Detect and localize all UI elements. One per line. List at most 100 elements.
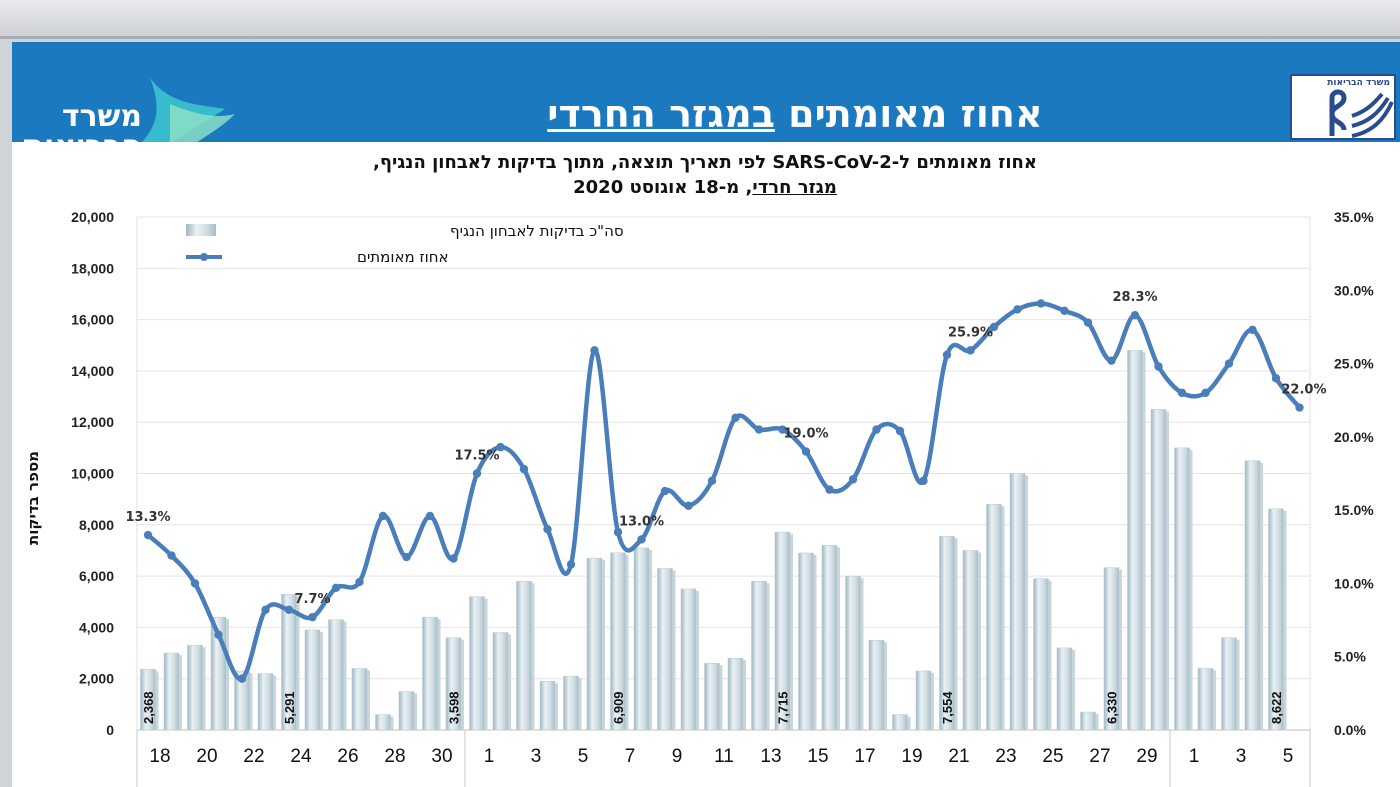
line-data-label: 19.0% (783, 427, 828, 442)
line-point (1013, 305, 1022, 314)
x-tick-label: 11 (714, 746, 734, 767)
y2-tick-label: 35.0% (1334, 209, 1374, 225)
line-point (1130, 311, 1140, 320)
bar-side (414, 693, 417, 730)
window-top-bar (0, 0, 1400, 39)
x-tick-label: 3 (531, 746, 542, 767)
line-point (472, 469, 482, 478)
bar (1009, 473, 1026, 731)
line-data-label: 22.0% (1281, 383, 1326, 398)
bar (704, 663, 720, 731)
x-tick-label: 19 (901, 746, 922, 767)
axes: 0 2,000 4,000 6,000 8,000 10,000 12,000 14,000 1… (71, 209, 1374, 787)
bar-side (954, 538, 958, 730)
logo-right-text: משרד הבריאות (1327, 78, 1390, 88)
chart-title-line1: אחוז מאומתים ל-SARS-CoV-2 לפי תאריך תוצא… (372, 152, 1037, 173)
y-axis-label: מספר בדיקות (24, 451, 42, 545)
line-data-label: 28.3% (1112, 290, 1157, 305)
y2-tick-label: 15.0% (1334, 502, 1374, 518)
line-point (825, 485, 834, 494)
bar (1080, 711, 1096, 731)
bar-side (884, 642, 887, 730)
bar-side (978, 552, 981, 730)
bar-side (766, 583, 770, 730)
x-tick-label: 5 (1283, 746, 1294, 767)
bar (187, 645, 203, 731)
page-title-part2: במגזר החרדי (547, 92, 775, 136)
x-tick-label: 13 (760, 746, 781, 767)
line-point (1224, 359, 1234, 368)
bar (492, 632, 509, 731)
bar-side (1072, 649, 1075, 730)
y-tick-label: 18,000 (71, 260, 114, 276)
line-point (707, 476, 717, 486)
y-tick-label: 20,000 (71, 209, 114, 225)
x-tick-label: 28 (384, 746, 405, 767)
line-point (1177, 388, 1187, 398)
x-tick-label: 27 (1089, 746, 1110, 767)
bar-side (696, 590, 699, 730)
bar (163, 652, 180, 731)
bar-data-label: 2,368 (141, 691, 156, 724)
ministry-logo-right: משרד הבריאות (1290, 74, 1396, 140)
legend-bars-label: סה"כ בדיקות לאבחון הנגיף (450, 222, 624, 240)
bar-side (367, 670, 370, 730)
line-point (660, 486, 670, 496)
line-point (1295, 403, 1304, 412)
bar (1221, 637, 1237, 731)
bar (516, 580, 532, 731)
bar-side (1025, 475, 1028, 730)
bar-side (813, 555, 817, 730)
bar-side (555, 683, 558, 730)
line-point (143, 530, 153, 540)
bar-side (743, 660, 746, 730)
x-tick-label: 9 (672, 746, 683, 767)
x-tick-label: 17 (854, 746, 875, 767)
header-band (12, 42, 1400, 142)
bar (563, 675, 579, 731)
chart-title-line2: מגזר חרדי, מ-18 אוגוסט 2020 (200, 177, 1210, 198)
bar-side (672, 570, 676, 730)
line-point (237, 674, 247, 683)
bar-side (719, 665, 723, 730)
y-tick-label: 4,000 (79, 619, 114, 635)
line-point (214, 630, 223, 639)
bar (845, 575, 861, 731)
y2-tick-label: 20.0% (1334, 429, 1374, 445)
bar-data-label: 8,622 (1269, 691, 1284, 724)
x-tick-label: 1 (484, 746, 495, 767)
line-point (284, 605, 294, 615)
bar (1197, 668, 1214, 731)
bar-side (649, 549, 652, 730)
line-point (942, 350, 952, 359)
x-tick-label: 18 (149, 746, 170, 767)
line-point (590, 346, 599, 355)
y2-tick-label: 10.0% (1334, 575, 1374, 591)
line-point (754, 425, 764, 434)
bar (1150, 409, 1167, 731)
x-tick-label: 29 (1136, 746, 1157, 767)
line-point (919, 476, 928, 486)
bar (798, 552, 814, 731)
logo-left-text: משרד הבריאות (24, 99, 142, 145)
x-tick-label: 15 (807, 746, 828, 767)
line-point (895, 426, 905, 436)
bar (892, 714, 908, 731)
line-point (402, 552, 411, 562)
line-point (731, 413, 740, 423)
y-tick-label: 6,000 (79, 568, 114, 584)
bar-series (140, 350, 1287, 731)
bar-side (1260, 462, 1263, 730)
x-tick-label: 3 (1236, 746, 1247, 767)
line-point (1036, 299, 1046, 308)
page-title: אחוז מאומתים במגזר החרדי (280, 92, 1310, 136)
x-tick-label: 20 (196, 746, 217, 767)
line-point (1083, 318, 1093, 327)
bar (375, 714, 391, 731)
bar-side (578, 678, 582, 730)
line-point (989, 322, 999, 332)
bar-side (390, 716, 394, 730)
bar-side (179, 655, 182, 730)
line-point (1271, 374, 1281, 383)
